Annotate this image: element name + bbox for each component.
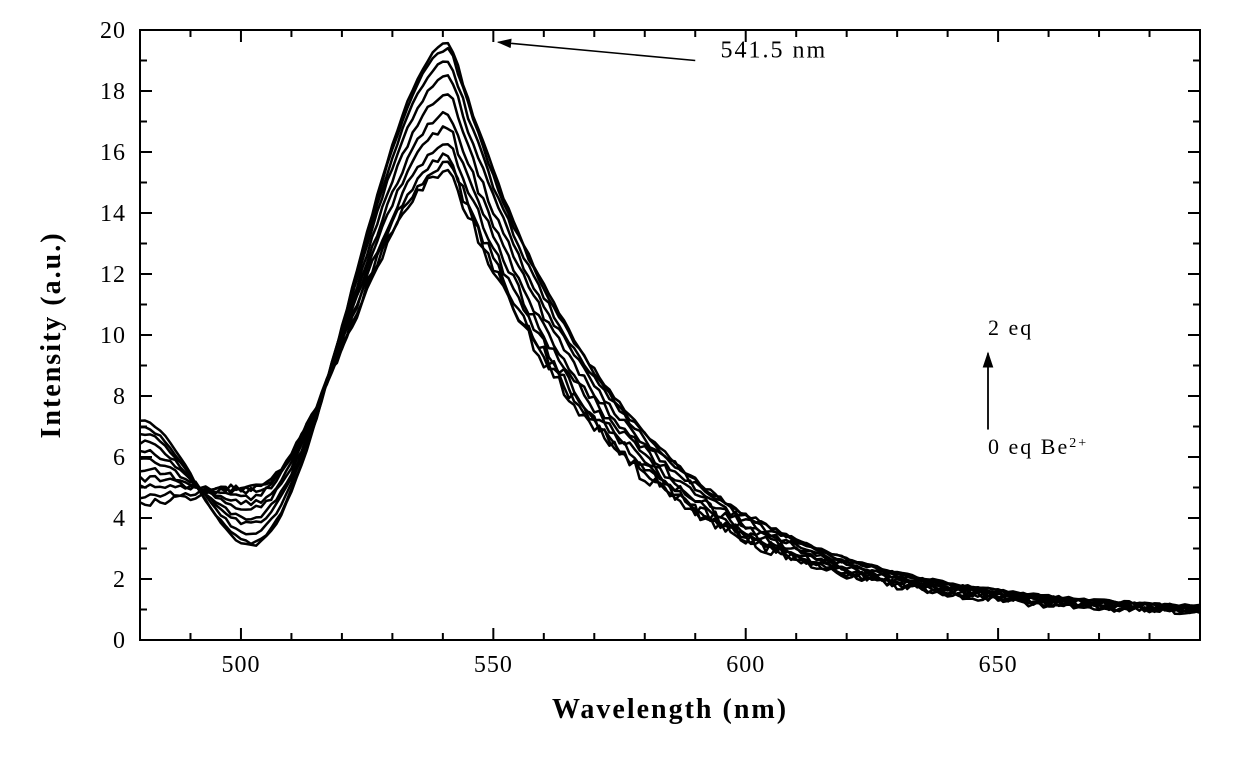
y-axis-label: Intensity (a.u.) [36, 231, 67, 438]
titration-bottom-label: 0 eq Be2+ [988, 434, 1088, 459]
y-tick-label: 0 [113, 628, 126, 654]
spectrum-line [140, 154, 1200, 613]
spectrum-line [140, 144, 1200, 613]
chart-svg: 500 550 600 650 0 2 4 6 8 10 12 14 16 18 20 Wavelength … [0, 0, 1240, 757]
spectra-chart: 500 550 600 650 0 2 4 6 8 10 12 14 16 18 20 Wavelength … [0, 0, 1240, 757]
y-tick-label: 6 [113, 445, 126, 471]
y-tick-label: 12 [100, 262, 126, 288]
spectrum-line [140, 170, 1200, 613]
spectrum-line [140, 94, 1200, 609]
y-tick-label: 2 [113, 567, 126, 593]
spectrum-line [140, 162, 1200, 614]
y-tick-label: 16 [100, 140, 126, 166]
y-tick-label: 8 [113, 384, 126, 410]
peak-arrow [498, 42, 695, 60]
y-tick-label: 20 [100, 18, 126, 44]
spectrum-line [140, 112, 1200, 611]
y-tick-label: 4 [113, 506, 126, 532]
x-tick-label: 600 [726, 652, 765, 678]
spectrum-line [140, 75, 1200, 608]
y-tick-label: 14 [100, 201, 126, 227]
x-axis-label: Wavelength (nm) [552, 694, 788, 725]
x-tick-label: 500 [221, 652, 260, 678]
series-group [140, 43, 1200, 614]
spectrum-line [140, 126, 1200, 610]
x-tick-label: 650 [979, 652, 1018, 678]
y-tick-label: 10 [100, 323, 126, 349]
x-tick-label: 550 [474, 652, 513, 678]
spectrum-line [140, 43, 1200, 606]
spectrum-line [140, 48, 1200, 606]
titration-top-label: 2 eq [988, 315, 1033, 340]
spectrum-line [140, 62, 1200, 608]
peak-label: 541.5 nm [720, 37, 827, 63]
plot-frame [140, 30, 1200, 640]
y-tick-label: 18 [100, 79, 126, 105]
